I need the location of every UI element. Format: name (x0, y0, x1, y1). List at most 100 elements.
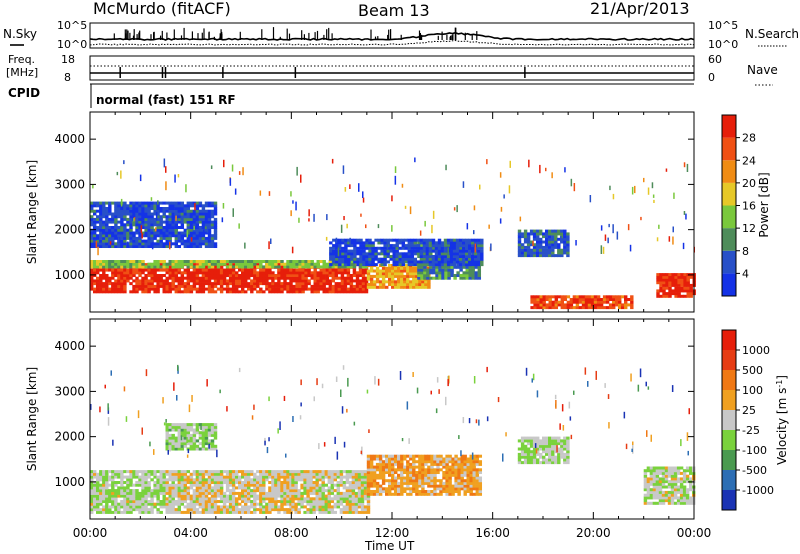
heatmap-cell (171, 226, 175, 230)
heatmap-cell (159, 228, 163, 232)
heatmap-cell (443, 260, 448, 264)
heatmap-cell (361, 265, 366, 269)
heatmap-cell (421, 460, 425, 464)
heatmap-cell (429, 268, 433, 272)
heatmap-cell (174, 260, 179, 264)
heatmap-cell (372, 471, 377, 475)
heatmap-cell (397, 490, 401, 494)
heatmap-cell (108, 236, 112, 240)
heatmap-cell (345, 470, 350, 474)
heatmap-cell (283, 268, 287, 272)
heatmap-cell (162, 207, 166, 211)
heatmap-cell (335, 241, 339, 245)
heatmap-cell (247, 287, 251, 291)
heatmap-cell (599, 306, 604, 310)
heatmap-cell (120, 510, 124, 514)
heatmap-cell (659, 294, 663, 298)
heatmap-cell (162, 481, 166, 485)
heatmap-cell (114, 201, 118, 205)
heatmap-cell (336, 502, 341, 506)
heatmap-cell (330, 505, 335, 509)
heatmap-cell (150, 268, 154, 272)
heatmap-cell (171, 262, 175, 266)
heatmap-cell (123, 239, 127, 243)
heatmap-cell (93, 475, 97, 479)
heatmap-cell (153, 290, 157, 294)
heatmap-cell (458, 255, 463, 259)
heatmap-cell (554, 306, 559, 310)
heatmap-cell (108, 207, 112, 211)
heatmap-cell (238, 284, 242, 288)
heatmap-cell (400, 457, 404, 461)
heatmap-cell (333, 505, 338, 509)
heatmap-cell (656, 275, 660, 279)
heatmap-cell (404, 257, 409, 261)
heatmap-cell (238, 223, 240, 229)
heatmap-cell (335, 257, 339, 261)
heatmap-cell (126, 260, 130, 264)
heatmap-cell (419, 263, 424, 267)
heatmap-cell (183, 472, 188, 476)
heatmap-cell (343, 284, 348, 288)
heatmap-cell (135, 505, 139, 509)
heatmap-cell (327, 472, 332, 476)
heatmap-cell (120, 287, 124, 291)
heatmap-cell (268, 500, 272, 504)
heatmap-cell (93, 228, 97, 232)
heatmap-cell (156, 207, 160, 211)
heatmap-cell (147, 271, 151, 275)
heatmap-cell (366, 468, 371, 472)
heatmap-cell (294, 491, 298, 495)
heatmap-cell (378, 457, 383, 461)
heatmap-cell (277, 263, 281, 267)
heatmap-cell (445, 164, 447, 171)
heatmap-cell (189, 228, 194, 232)
heatmap-cell (150, 472, 154, 476)
heatmap-cell (530, 295, 534, 299)
heatmap-cell (330, 478, 335, 482)
heatmap-cell (533, 298, 537, 302)
heatmap-cell (656, 289, 660, 293)
heatmap-cell (156, 265, 160, 269)
heatmap-cell (422, 255, 427, 259)
heatmap-cell (324, 500, 329, 504)
heatmap-cell (417, 255, 421, 259)
heatmap-cell (289, 472, 293, 476)
heatmap-cell (358, 271, 363, 275)
heatmap-cell (444, 268, 448, 272)
heatmap-cell (271, 282, 275, 286)
heatmap-cell (298, 290, 302, 294)
heatmap-cell (105, 217, 109, 221)
heatmap-cell (352, 279, 357, 283)
heatmap-cell (364, 268, 369, 272)
heatmap-cell (141, 268, 145, 272)
heatmap-cell (213, 472, 218, 476)
freq-tick-bottom: 8 (64, 71, 71, 84)
heatmap-cell (129, 262, 133, 266)
heatmap-cell (96, 494, 100, 498)
heatmap-cell (93, 223, 97, 227)
heatmap-cell (207, 265, 212, 269)
heatmap-cell (271, 290, 275, 294)
heatmap-cell (477, 244, 481, 248)
heatmap-cell (150, 217, 154, 221)
heatmap-cell (253, 502, 257, 506)
heatmap-cell (102, 500, 106, 504)
heatmap-cell (341, 238, 345, 242)
heatmap-cell (120, 491, 124, 495)
heatmap-cell (363, 478, 368, 482)
heatmap-cell (526, 232, 531, 236)
heatmap-cell (96, 204, 100, 208)
heatmap-cell (265, 282, 269, 286)
heatmap-cell (162, 260, 166, 264)
heatmap-cell (259, 274, 263, 278)
heatmap-cell (378, 274, 383, 278)
heatmap-cell (388, 465, 392, 469)
heatmap-cell (426, 271, 430, 275)
heatmap-cell (144, 204, 148, 208)
heatmap-cell (345, 491, 350, 495)
heatmap-cell (413, 260, 418, 264)
heatmap-cell (312, 502, 316, 506)
heatmap-cell (129, 212, 133, 216)
heatmap-cell (374, 257, 378, 261)
